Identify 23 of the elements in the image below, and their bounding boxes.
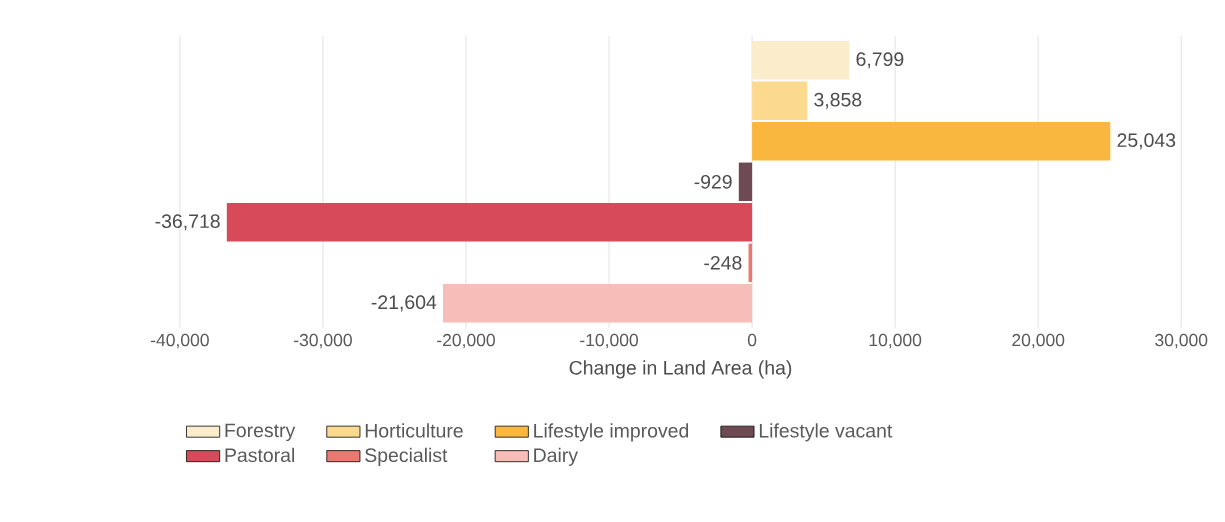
data-label: -36,718 bbox=[155, 214, 220, 231]
data-label: 6,799 bbox=[856, 52, 904, 69]
legend-label: Lifestyle vacant bbox=[759, 423, 893, 442]
data-label: 25,043 bbox=[1117, 133, 1176, 150]
x-tick-label: -30,000 bbox=[294, 333, 352, 349]
x-tick-label: 0 bbox=[747, 333, 757, 347]
x-tick-label: 30,000 bbox=[1155, 333, 1208, 349]
legend-label: Dairy bbox=[534, 447, 578, 466]
x-tick-label: 10,000 bbox=[869, 333, 922, 349]
x-tick-label: 20,000 bbox=[1012, 333, 1065, 349]
legend-label: Horticulture bbox=[365, 423, 463, 438]
data-label: 3,858 bbox=[814, 92, 862, 109]
x-tick-label: -20,000 bbox=[437, 333, 495, 349]
legend-label: Pastoral bbox=[225, 447, 294, 463]
data-label: -248 bbox=[704, 255, 742, 270]
data-label: -21,604 bbox=[371, 295, 437, 312]
data-label: -929 bbox=[694, 174, 732, 189]
legend-label: Lifestyle improved bbox=[534, 423, 689, 442]
x-tick-label: -10,000 bbox=[580, 333, 639, 349]
x-axis-title: Change in Land Area (ha) bbox=[569, 360, 792, 379]
x-tick-label: -40,000 bbox=[150, 333, 209, 349]
legend-label: Specialist bbox=[365, 447, 448, 466]
legend-label: Forestry bbox=[225, 423, 296, 442]
